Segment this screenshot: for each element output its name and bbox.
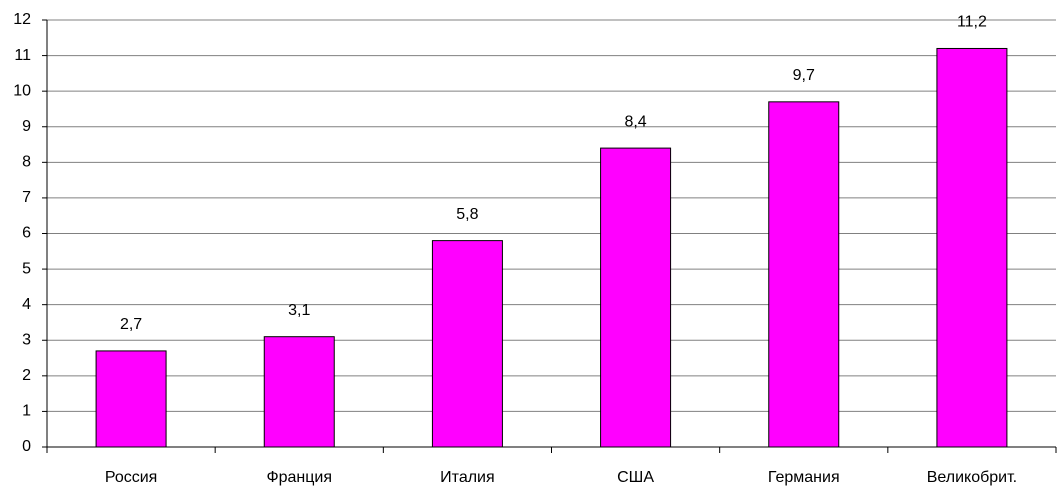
y-tick-label: 9 bbox=[22, 118, 31, 135]
bar bbox=[768, 101, 840, 448]
y-tick-label: 3 bbox=[22, 331, 31, 348]
x-tick-label: Германия bbox=[768, 469, 840, 486]
value-label: 8,4 bbox=[624, 113, 646, 130]
x-tick-label: Италия bbox=[440, 469, 494, 486]
y-tick-label: 2 bbox=[22, 367, 31, 384]
bar bbox=[936, 47, 1008, 448]
y-tick-label: 4 bbox=[22, 296, 31, 313]
value-label: 11,2 bbox=[957, 14, 987, 31]
x-tick-label: Россия bbox=[105, 469, 157, 486]
y-tick-label: 5 bbox=[22, 260, 31, 277]
value-label: 5,8 bbox=[456, 206, 478, 223]
x-tick-label: Франция bbox=[266, 469, 332, 486]
bar bbox=[431, 240, 503, 448]
y-tick-label: 10 bbox=[13, 82, 31, 99]
y-tick-label: 11 bbox=[14, 47, 31, 64]
value-label: 9,7 bbox=[793, 67, 815, 84]
value-label: 2,7 bbox=[120, 316, 142, 333]
y-tick-label: 0 bbox=[22, 438, 31, 455]
bar bbox=[263, 336, 335, 448]
x-tick-label: Великобрит. bbox=[927, 469, 1017, 486]
y-tick-label: 6 bbox=[22, 225, 31, 242]
bar bbox=[95, 350, 167, 448]
y-tick-label: 7 bbox=[22, 189, 31, 206]
value-label: 3,1 bbox=[288, 302, 310, 319]
y-tick-label: 8 bbox=[22, 154, 31, 171]
y-tick-label: 12 bbox=[13, 11, 31, 28]
x-tick-label: США bbox=[617, 469, 654, 486]
bar bbox=[600, 147, 672, 448]
y-tick-label: 1 bbox=[22, 403, 31, 420]
